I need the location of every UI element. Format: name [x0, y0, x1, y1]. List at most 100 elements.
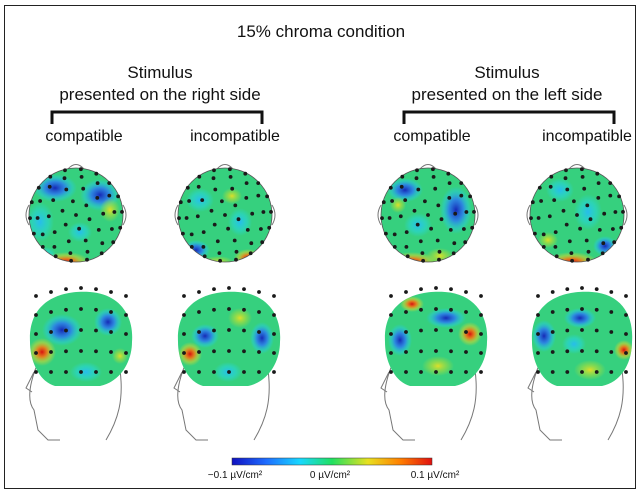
electrode-marker	[60, 208, 65, 213]
electrode-marker	[419, 307, 423, 312]
group-right-label-line1: Stimulus	[127, 63, 193, 82]
electrode-marker	[197, 350, 201, 354]
condition-right-compatible: compatible	[45, 128, 123, 145]
electrode-marker	[185, 185, 190, 190]
electrode-marker	[227, 307, 231, 311]
electrode-marker	[244, 181, 249, 186]
electrode-marker	[594, 287, 599, 291]
electrode-marker	[435, 238, 440, 243]
electrode-marker	[597, 228, 602, 232]
electrode-marker	[398, 214, 403, 219]
electrode-marker	[124, 313, 128, 317]
electrode-marker	[572, 199, 576, 204]
electrode-marker	[609, 350, 614, 354]
electrode-marker	[434, 370, 438, 374]
electrode-marker	[79, 370, 83, 374]
electrode-marker	[608, 193, 613, 198]
electrode-marker	[584, 238, 589, 243]
electrode-marker	[64, 370, 68, 374]
electrode-marker	[189, 232, 194, 237]
electrode-marker	[196, 184, 201, 189]
electrode-marker	[431, 175, 436, 179]
electrode-marker	[209, 208, 214, 213]
electrode-marker	[608, 181, 613, 186]
electrode-marker	[74, 213, 78, 217]
electrode-marker	[580, 328, 584, 332]
electrode-marker	[38, 199, 42, 203]
electrode-marker	[412, 208, 417, 213]
electrode-marker	[537, 185, 542, 190]
electrode-marker	[212, 222, 217, 227]
group-right-label-line2: presented on the right side	[59, 85, 261, 104]
electrode-marker	[565, 187, 570, 192]
electrode-marker	[53, 254, 58, 259]
electrode-marker	[463, 240, 468, 245]
electrode-marker	[87, 217, 92, 222]
electrode-marker	[464, 330, 468, 334]
electrode-marker	[212, 307, 216, 312]
electrode-marker	[439, 217, 444, 222]
electrode-marker	[580, 175, 585, 179]
electrode-marker	[447, 196, 452, 200]
figure-title: 15% chroma condition	[236, 22, 406, 41]
electrode-marker	[472, 210, 476, 214]
condition-left-compatible: compatible	[393, 128, 471, 145]
electrode-marker	[569, 251, 574, 256]
electrode-marker	[228, 175, 233, 179]
electrode-marker	[269, 210, 273, 214]
electrode-marker	[94, 171, 99, 176]
electrode-marker	[83, 238, 88, 243]
electrode-marker	[236, 217, 241, 222]
electrode-marker	[63, 168, 67, 173]
electrode-marker	[564, 222, 569, 227]
electrode-marker	[242, 307, 246, 312]
electrode-marker	[459, 181, 464, 186]
electrode-marker	[52, 230, 57, 235]
electrode-marker	[575, 213, 579, 217]
electrode-marker	[34, 370, 38, 374]
electrode-marker	[227, 349, 231, 353]
electrode-marker	[94, 307, 98, 312]
side-view-right-incompatible	[173, 286, 281, 441]
electrode-marker	[549, 174, 554, 179]
electrode-marker	[429, 226, 433, 231]
electrode-marker	[553, 230, 558, 235]
electrode-marker	[261, 210, 266, 214]
electrode-marker	[596, 196, 601, 200]
electrode-marker	[94, 370, 98, 374]
electrode-marker	[124, 370, 128, 374]
electrode-marker	[437, 257, 441, 262]
electrode-marker	[81, 186, 86, 191]
electrode-marker	[212, 328, 216, 333]
electrode-marker	[586, 257, 590, 262]
electrode-marker	[624, 351, 628, 355]
colorbar-min-label: −0.1 µV/cm²	[207, 470, 263, 481]
electrode-marker	[182, 313, 186, 317]
group-left-label-line2: presented on the left side	[411, 85, 603, 104]
electrode-marker	[392, 232, 397, 237]
group-left-label-line1: Stimulus	[474, 63, 540, 82]
electrode-marker	[434, 286, 438, 290]
electrode-marker	[536, 351, 540, 355]
electrode-marker	[109, 310, 113, 314]
electrode-marker	[539, 199, 543, 203]
electrode-marker	[79, 286, 83, 290]
electrode-marker	[124, 332, 128, 336]
electrode-marker	[404, 330, 408, 334]
electrode-marker	[84, 203, 89, 208]
electrode-marker	[464, 350, 468, 354]
electrode-marker	[586, 249, 591, 254]
electrode-marker	[547, 214, 552, 219]
group-left-bracket	[402, 110, 616, 124]
electrode-marker	[609, 370, 614, 374]
electrode-marker	[197, 310, 201, 314]
electrode-marker	[220, 199, 224, 204]
electrode-marker	[609, 310, 614, 314]
electrode-marker	[257, 310, 261, 314]
electrode-marker	[389, 351, 393, 355]
electrode-marker	[272, 294, 276, 298]
electrode-marker	[182, 332, 186, 336]
electrode-marker	[390, 199, 394, 203]
electrode-marker	[267, 225, 272, 230]
electrode-marker	[46, 214, 51, 219]
